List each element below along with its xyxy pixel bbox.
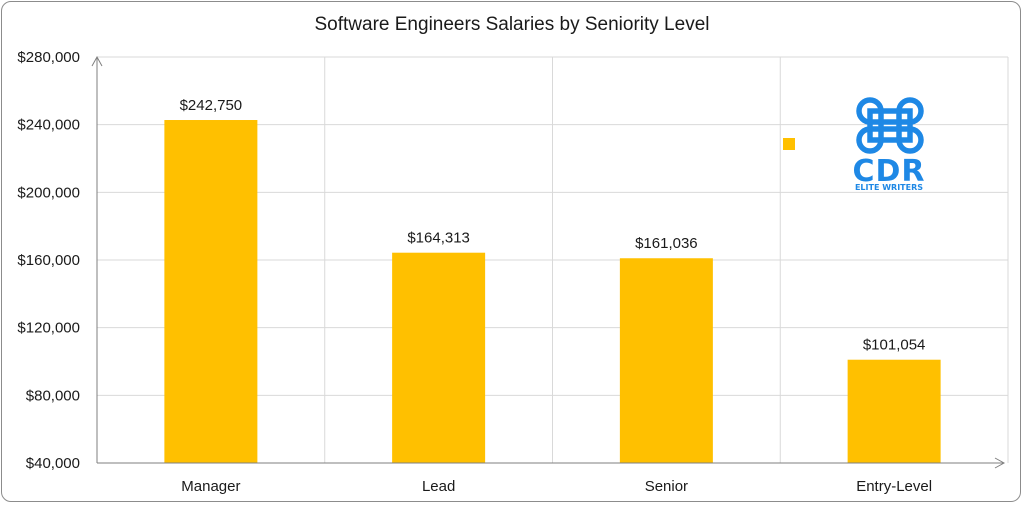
logo-brand-text: CDR [852, 154, 925, 189]
logo-tagline: ELITE WRITERS [855, 183, 923, 192]
data-label: $101,054 [863, 337, 926, 354]
category-label: Manager [181, 478, 240, 495]
y-tick-label: $240,000 [17, 117, 80, 134]
bar [392, 252, 486, 463]
y-tick-label: $120,000 [17, 320, 80, 337]
bar [619, 258, 713, 463]
command-key-icon [856, 97, 924, 154]
chart-title: Software Engineers Salaries by Seniority… [315, 14, 710, 35]
bar [164, 120, 258, 463]
data-label: $242,750 [180, 97, 243, 114]
axes [91, 55, 1006, 469]
data-label: $164,313 [407, 230, 470, 247]
bar [847, 359, 941, 463]
data-label: $161,036 [635, 235, 698, 252]
bars [164, 120, 941, 463]
y-tick-label: $40,000 [26, 455, 80, 472]
y-tick-label: $80,000 [26, 387, 80, 404]
labels: $40,000 $80,000 $120,000 $160,000 $200,000 $2… [17, 49, 932, 495]
legend-marker [783, 138, 795, 150]
y-axis-arrow [91, 55, 103, 67]
category-label: Senior [645, 478, 688, 495]
y-tick-label: $280,000 [17, 49, 80, 66]
y-tick-label: $200,000 [17, 184, 80, 201]
category-label: Lead [422, 478, 455, 495]
category-label: Entry-Level [856, 478, 932, 495]
x-axis-arrow [994, 457, 1006, 469]
cdr-logo: CDR ELITE WRITERS [852, 97, 925, 192]
y-tick-label: $160,000 [17, 252, 80, 269]
